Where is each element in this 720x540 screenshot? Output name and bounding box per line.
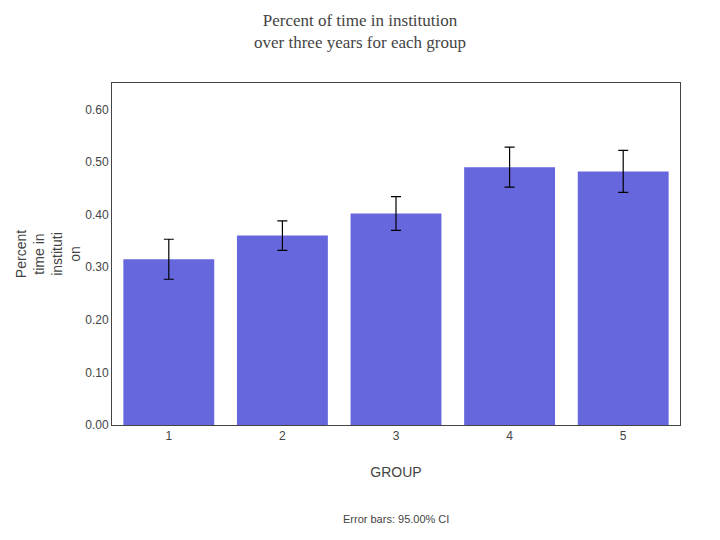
svg-text:0.30: 0.30 bbox=[85, 260, 109, 274]
svg-text:5: 5 bbox=[620, 429, 627, 443]
svg-text:1: 1 bbox=[165, 429, 172, 443]
svg-text:0.50: 0.50 bbox=[85, 155, 109, 169]
svg-text:Percent of time in institution: Percent of time in institutionover three… bbox=[254, 11, 466, 52]
svg-text:2: 2 bbox=[279, 429, 286, 443]
svg-text:0.60: 0.60 bbox=[85, 103, 109, 117]
svg-text:0.10: 0.10 bbox=[85, 366, 109, 380]
svg-text:4: 4 bbox=[506, 429, 513, 443]
svg-text:GROUP: GROUP bbox=[370, 464, 421, 480]
svg-text:Error bars: 95.00% CI: Error bars: 95.00% CI bbox=[343, 513, 449, 525]
svg-text:0.40: 0.40 bbox=[85, 208, 109, 222]
svg-text:Percenttime ininstitution: Percenttime ininstitution bbox=[13, 230, 84, 278]
svg-text:3: 3 bbox=[393, 429, 400, 443]
svg-text:0.20: 0.20 bbox=[85, 313, 109, 327]
svg-text:0.00: 0.00 bbox=[85, 418, 109, 432]
